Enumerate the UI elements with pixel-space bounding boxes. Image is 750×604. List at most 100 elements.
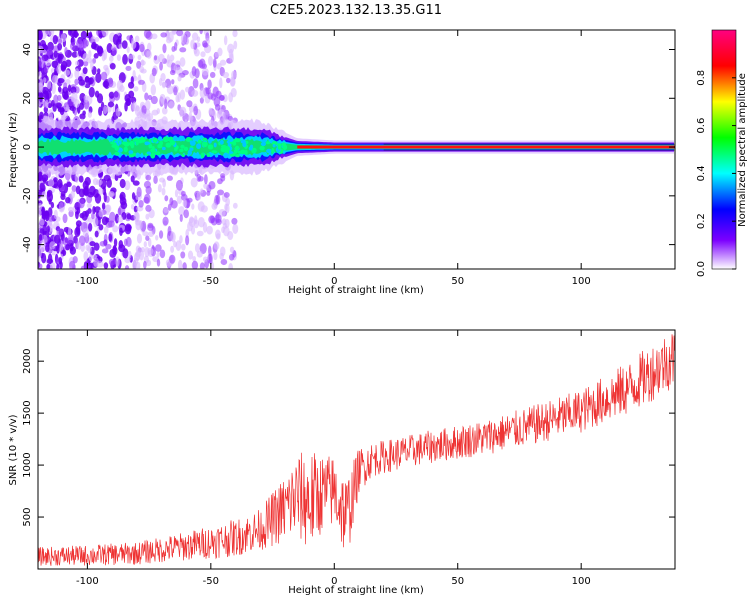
heatmap-cell [82,110,86,116]
colorbar-label: Normalized spectral amplitude [737,73,748,227]
heatmap-cell [157,136,163,141]
heatmap-cell [186,197,193,203]
spectrogram-ylabel: Frequency (Hz) [8,112,19,188]
heatmap-cell [234,145,240,151]
heatmap-cell [38,209,42,217]
heatmap-cell [38,91,43,103]
heatmap-cell [78,175,84,183]
heatmap-cell [80,265,86,269]
heatmap-cell [135,261,141,269]
heatmap-cell [208,245,212,256]
heatmap-cell [179,89,186,100]
heatmap-cell [169,197,174,206]
heatmap-cell [96,68,101,74]
heatmap-cell [174,189,179,198]
heatmap-cell [38,203,43,211]
heatmap-cell [147,247,154,255]
heatmap-cell [160,72,166,82]
heatmap-cell [63,82,68,92]
heatmap-cell [173,86,178,96]
heatmap-cell [48,178,55,187]
heatmap-cell [128,153,135,158]
heatmap-cell [78,198,85,209]
snr-xtick-label: 100 [572,576,591,587]
heatmap-cell [196,230,204,237]
heatmap-cell [96,261,104,268]
heatmap-cell [114,151,120,156]
snr-frame [37,329,676,570]
heatmap-cell [94,230,99,238]
heatmap-cell [213,251,218,261]
heatmap-cell [162,179,166,188]
heatmap-cell [79,41,85,51]
heatmap-cell [108,258,116,266]
heatmap-cell [173,241,177,248]
heatmap-cell [56,228,64,236]
heatmap-cell [70,86,77,94]
heatmap-cell [108,211,116,223]
heatmap-cell [175,240,182,251]
heatmap-cell [200,51,206,58]
heatmap-cell [193,105,199,116]
heatmap-cell [148,143,153,149]
heatmap-cell [115,256,120,267]
heatmap-cell [207,144,214,150]
heatmap-cell [38,175,42,182]
heatmap-cell [180,251,186,259]
colorbar-tick-label: 0.4 [696,165,707,181]
heatmap-cell [42,49,47,55]
snr-background [38,330,675,569]
snr-ytick-label: 1500 [22,400,33,425]
heatmap-cell [150,95,158,105]
spectrogram-xtick-label: 100 [572,276,591,287]
heatmap-cell [219,252,224,260]
heatmap-cell [165,142,172,148]
heatmap-cell [185,235,190,246]
heatmap-cell [136,153,141,157]
heatmap-cell [38,57,46,69]
heatmap-cell [260,142,267,147]
heatmap-cell [158,53,165,64]
heatmap-cell [82,180,89,190]
heatmap-cell [197,201,205,212]
heatmap-cell [227,115,234,122]
heatmap-cell [39,218,45,226]
heatmap-cell [62,213,68,224]
heatmap-cell [65,196,71,204]
heatmap-cell [227,231,234,240]
heatmap-cell [147,94,153,101]
heatmap-cell [107,101,115,108]
heatmap-cell [58,257,63,265]
heatmap-cell [116,54,121,62]
heatmap-cell [157,184,162,193]
heatmap-cell [74,172,79,184]
heatmap-cell [212,58,217,68]
heatmap-cell [65,244,71,251]
heatmap-cell [191,32,199,41]
heatmap-cell [134,251,142,258]
heatmap-cell [137,111,142,119]
colorbar-ticks: 0.0 0.2 0.4 0.6 0.8 [696,70,736,277]
heatmap-cell [53,234,61,244]
heatmap-cell [51,74,59,84]
heatmap-cell [103,233,108,244]
heatmap-cell [87,77,92,86]
heatmap-cell [197,139,202,144]
heatmap-cell [56,64,62,75]
heatmap-cell [117,207,122,216]
heatmap-cell [49,241,56,250]
heatmap-cell [74,68,80,80]
heatmap-cell [175,94,180,103]
heatmap-cell [38,247,42,259]
heatmap-cell [199,87,206,99]
heatmap-cell [217,47,223,57]
heatmap-cell [59,243,64,252]
heatmap-cell [138,199,144,208]
heatmap-cell [103,262,109,269]
heatmap-cell [90,59,94,71]
heatmap-cell [192,78,199,89]
heatmap-cell [181,243,186,251]
heatmap-cell [201,67,209,76]
heatmap-cell [164,98,168,110]
heatmap-cell [108,233,113,242]
